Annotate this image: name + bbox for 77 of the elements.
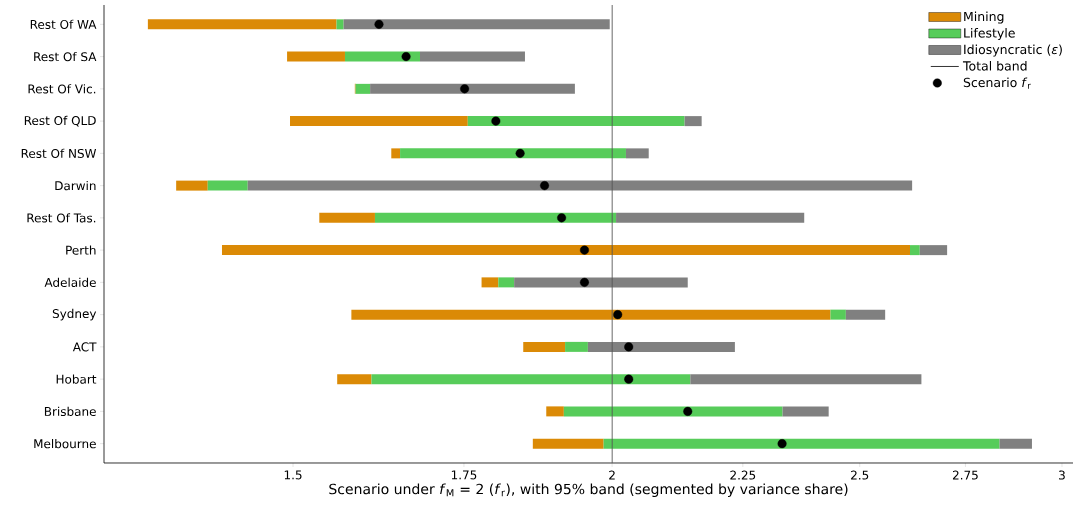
- x-tick-label: 2.75: [952, 470, 978, 480]
- bar: [371, 374, 691, 385]
- point: [579, 277, 589, 287]
- y-tick-label: Adelaide: [44, 277, 96, 288]
- y-tick-label: Hobart: [56, 374, 97, 384]
- y-tick-label: Darwin: [55, 180, 96, 191]
- bar: [374, 212, 617, 223]
- bar: [247, 180, 913, 191]
- bar: [287, 51, 345, 62]
- legend-label: Idiosyncratic (ε): [964, 44, 1062, 57]
- point: [491, 116, 501, 126]
- bar: [684, 116, 702, 127]
- bar: [355, 83, 371, 94]
- bar: [337, 374, 372, 385]
- point: [557, 213, 567, 223]
- point: [515, 148, 525, 158]
- y-tick-label: Rest Of QLD: [24, 115, 96, 127]
- bar: [587, 341, 735, 352]
- x-tick-label: 2.5: [851, 470, 869, 480]
- bar: [221, 245, 911, 256]
- legend-label: Mining: [964, 11, 1004, 24]
- legend-label: Total band: [962, 60, 1027, 71]
- point: [460, 84, 470, 94]
- bar: [290, 116, 468, 127]
- y-tick-label: Melbourne: [34, 439, 96, 449]
- bar: [563, 406, 783, 417]
- bar: [391, 148, 401, 159]
- bar: [176, 180, 208, 191]
- bar: [603, 438, 1000, 449]
- bar: [336, 19, 344, 30]
- x-tick-label: 3: [1059, 470, 1065, 480]
- point: [624, 342, 634, 352]
- y-tick-label: Rest Of Tas.: [27, 213, 96, 223]
- x-tick-label: 1.75: [451, 470, 477, 480]
- bar: [514, 277, 688, 288]
- bar: [498, 277, 515, 288]
- point: [540, 181, 550, 191]
- y-tick-label: Rest Of Vic.: [28, 84, 96, 94]
- bar: [830, 309, 846, 320]
- bar: [625, 148, 649, 159]
- x-tick-label: 1.5: [284, 470, 302, 480]
- bar: [351, 309, 831, 320]
- x-tick-label: 2.25: [730, 470, 756, 480]
- bar: [319, 212, 375, 223]
- y-tick-label: ACT: [72, 342, 97, 352]
- bar: [343, 19, 610, 30]
- bar: [999, 438, 1032, 449]
- legend-label: Scenario f$_{r}$: [963, 77, 1031, 89]
- bar: [910, 245, 920, 256]
- y-tick-label: Sydney: [52, 308, 97, 321]
- point: [579, 245, 589, 255]
- y-tick-label: Rest Of WA: [30, 19, 97, 29]
- bar: [565, 341, 588, 352]
- legend-label: Lifestyle: [964, 27, 1015, 41]
- bar: [420, 51, 525, 62]
- x-axis-title: Scenario under f$_{M}$ = 2 (f$_{r}$), with 95% band (segmented by variance share): [329, 483, 848, 498]
- y-tick-label: Perth: [66, 245, 96, 255]
- bar: [370, 83, 575, 94]
- bar: [782, 406, 829, 417]
- bar: [147, 19, 337, 30]
- bar: [400, 148, 626, 159]
- y-tick-label: Rest Of NSW: [21, 148, 97, 159]
- bar: [523, 341, 566, 352]
- point: [613, 310, 623, 320]
- bar: [616, 212, 805, 223]
- bar: [919, 245, 948, 256]
- y-tick-label: Brisbane: [44, 406, 96, 417]
- y-tick-label: Rest Of SA: [34, 51, 97, 62]
- bar: [207, 180, 248, 191]
- bar: [546, 406, 564, 417]
- bar: [690, 374, 922, 385]
- bar: [481, 277, 499, 288]
- bar: [845, 309, 886, 320]
- bar: [467, 116, 685, 127]
- bar: [532, 438, 604, 449]
- x-tick-label: 2: [609, 470, 615, 480]
- point: [624, 374, 634, 384]
